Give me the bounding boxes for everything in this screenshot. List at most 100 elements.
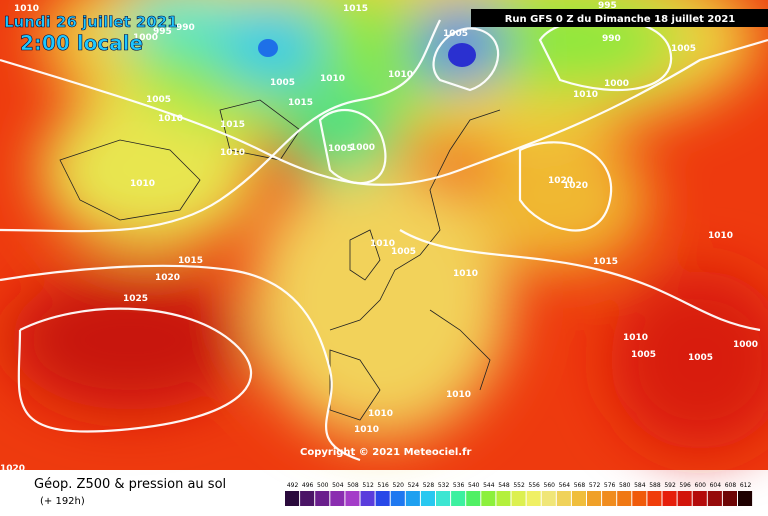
isobar-label: 1020	[155, 273, 180, 283]
isobar-label: 1015	[220, 120, 245, 130]
copyright: Copyright © 2021 Meteociel.fr	[300, 447, 471, 458]
isobar-label: 990	[602, 34, 621, 44]
scale-label: 532	[438, 482, 450, 489]
valid-date: Lundi 26 juillet 2021	[4, 13, 178, 31]
scale-cell	[556, 491, 571, 506]
isobar-label: 1010	[14, 4, 39, 14]
isobar-label: 1010	[708, 231, 733, 241]
isobar-label: 1005	[328, 144, 353, 154]
scale-label: 552	[513, 482, 525, 489]
isobar-label: 1000	[350, 143, 375, 153]
isobars	[0, 17, 768, 462]
scale-label: 572	[589, 482, 601, 489]
isobar-label: 995	[153, 27, 172, 37]
isobar-label: 1005	[270, 78, 295, 88]
isobar-label: 1015	[343, 4, 368, 14]
isobar-label: 1000	[133, 33, 158, 43]
scale-cell	[405, 491, 420, 506]
scale-label: 596	[679, 482, 691, 489]
scale-cell	[541, 491, 556, 506]
scale-label: 612	[740, 482, 752, 489]
scale-cell	[496, 491, 511, 506]
scale-cell	[692, 491, 707, 506]
color-scale: 492 496 500 504 508 512 516 520 524 528 532 536 540 5…	[285, 482, 753, 506]
isobar-label: 1010	[446, 390, 471, 400]
scale-cell	[420, 491, 435, 506]
scale-label: 540	[468, 482, 480, 489]
scale-label: 556	[528, 482, 540, 489]
scale-label: 592	[664, 482, 676, 489]
isobar-label: 1005	[631, 350, 656, 360]
isobar-label: 1020	[563, 181, 588, 191]
isobar-label: 1020	[0, 464, 25, 474]
run-banner	[471, 9, 768, 27]
field	[0, 0, 768, 470]
scale-label: 560	[544, 482, 556, 489]
scale-label: 564	[559, 482, 571, 489]
scale-cell	[330, 491, 345, 506]
scale-label: 536	[453, 482, 465, 489]
scale-cell	[466, 491, 481, 506]
isobar-label: 1010	[388, 70, 413, 80]
scale-label: 584	[634, 482, 646, 489]
isobar-label: 1005	[146, 95, 171, 105]
isobar-label: 1010	[368, 409, 393, 419]
scale-cell	[451, 491, 466, 506]
scale-cell	[481, 491, 496, 506]
scale-cell	[285, 491, 300, 506]
isobar-label: 1010	[158, 114, 183, 124]
isobar-label: 1005	[391, 247, 416, 257]
scale-cell	[707, 491, 722, 506]
scale-label: 588	[649, 482, 661, 489]
scale-label: 544	[483, 482, 495, 489]
footer-lead: (+ 192h)	[40, 496, 85, 507]
scale-label: 492	[287, 482, 299, 489]
run-info: Run GFS 0 Z du Dimanche 18 juillet 2021	[505, 14, 736, 25]
scale-label: 508	[347, 482, 359, 489]
scale-label: 520	[393, 482, 405, 489]
scale-cell	[571, 491, 586, 506]
isobar-label: 1005	[443, 29, 468, 39]
scale-label: 600	[695, 482, 707, 489]
isobar-label: 1015	[593, 257, 618, 267]
isobar-label: 1015	[288, 98, 313, 108]
scale-cell	[526, 491, 541, 506]
scale-cell	[436, 491, 451, 506]
scale-cell	[602, 491, 617, 506]
scale-cell	[738, 491, 753, 506]
isobar-label: 1005	[688, 353, 713, 363]
isobar-label: 1010	[623, 333, 648, 343]
scale-label: 580	[619, 482, 631, 489]
scale-cell	[662, 491, 677, 506]
footer-title: Géop. Z500 & pression au sol	[34, 477, 226, 492]
scale-cell	[511, 491, 526, 506]
scale-label: 608	[725, 482, 737, 489]
isobar-label: 1010	[130, 179, 155, 189]
local-time: 2:00 locale	[20, 31, 143, 55]
scale-cell	[300, 491, 315, 506]
scale-label: 496	[302, 482, 314, 489]
isobar-label: 1000	[604, 79, 629, 89]
scale-label: 512	[362, 482, 374, 489]
scale-cell	[617, 491, 632, 506]
isobar-label: 1000	[733, 340, 758, 350]
isobar-label: 1010	[370, 239, 395, 249]
scale-cell	[587, 491, 602, 506]
scale-label: 568	[574, 482, 586, 489]
isobar-label: 1010	[354, 425, 379, 435]
scale-cell	[360, 491, 375, 506]
isobar-label: 1010	[320, 74, 345, 84]
scale-label: 548	[498, 482, 510, 489]
scale-cell	[647, 491, 662, 506]
scale-cell	[677, 491, 692, 506]
scale-label: 528	[423, 482, 435, 489]
isobar-label: 1020	[548, 176, 573, 186]
isobar-label: 1010	[573, 90, 598, 100]
isobar-label: 995	[598, 1, 617, 11]
scale-label: 516	[377, 482, 389, 489]
scale-cell	[632, 491, 647, 506]
scale-label: 504	[332, 482, 344, 489]
scale-cell	[345, 491, 360, 506]
